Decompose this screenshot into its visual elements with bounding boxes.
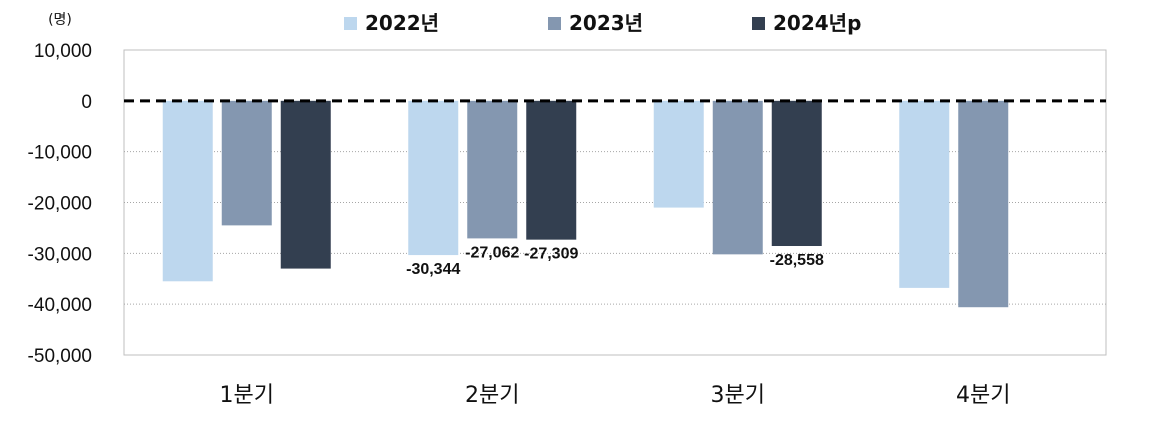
x-category-label: 1분기 bbox=[220, 383, 274, 408]
bar bbox=[958, 100, 1009, 308]
legend-item: 2024년p bbox=[752, 11, 861, 35]
legend-label: 2023년 bbox=[569, 11, 643, 35]
bar bbox=[162, 100, 213, 282]
data-label: -27,309 bbox=[524, 246, 578, 263]
legend-item: 2023년 bbox=[548, 11, 643, 35]
x-category-label: 4분기 bbox=[956, 383, 1010, 408]
y-tick-label: -30,000 bbox=[28, 244, 92, 265]
data-labels: -30,344 -27,062 -27,309 -28,558 bbox=[406, 244, 824, 278]
data-label: -28,558 bbox=[770, 252, 824, 269]
legend-label: 2022년 bbox=[365, 11, 439, 35]
bar bbox=[408, 100, 459, 256]
legend-swatch bbox=[548, 17, 561, 30]
legend-item: 2022년 bbox=[344, 11, 439, 35]
bar bbox=[280, 100, 331, 269]
bar bbox=[712, 100, 763, 255]
legend-swatch bbox=[752, 17, 765, 30]
x-category-label: 2분기 bbox=[465, 383, 519, 408]
legend-label: 2024년p bbox=[773, 11, 861, 35]
data-label: -30,344 bbox=[406, 261, 460, 278]
bar bbox=[221, 100, 272, 226]
y-tick-label: -40,000 bbox=[28, 295, 92, 316]
bar bbox=[899, 100, 950, 288]
y-tick-label: 10,000 bbox=[34, 41, 92, 62]
bar bbox=[526, 100, 577, 240]
y-tick-label: -20,000 bbox=[28, 194, 92, 215]
y-axis-ticks: 10,000 0 -10,000 -20,000 -30,000 -40,000 -50,0… bbox=[28, 41, 92, 367]
y-tick-label: 0 bbox=[81, 92, 92, 113]
unit-label: (명) bbox=[48, 12, 72, 28]
data-label: -27,062 bbox=[465, 244, 519, 261]
bar bbox=[771, 100, 822, 247]
legend: 2022년 2023년 2024년p bbox=[344, 11, 861, 35]
y-tick-label: -10,000 bbox=[28, 143, 92, 164]
x-axis-categories: 1분기 2분기 3분기 4분기 bbox=[220, 383, 1011, 408]
legend-swatch bbox=[344, 17, 357, 30]
y-tick-label: -50,000 bbox=[28, 346, 92, 367]
bars bbox=[162, 100, 1009, 308]
bar bbox=[653, 100, 704, 208]
bar bbox=[467, 100, 518, 239]
x-category-label: 3분기 bbox=[711, 383, 765, 408]
